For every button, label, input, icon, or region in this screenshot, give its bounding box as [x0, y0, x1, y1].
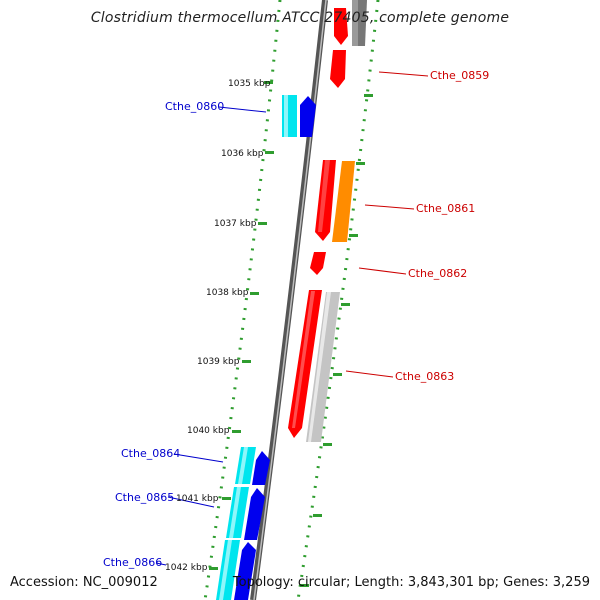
tick-1037 — [258, 222, 267, 225]
scale-ticks — [209, 81, 373, 587]
gene-label-cthe-0863[interactable]: Cthe_0863 — [395, 370, 454, 383]
tick-1036 — [265, 151, 274, 154]
tick-right-3 — [349, 234, 358, 237]
tick-1039 — [242, 360, 251, 363]
scale-label-1042: 1042 kbp — [165, 563, 208, 573]
gene-cthe-0865-cyan-highlight — [229, 487, 241, 538]
tick-1035 — [264, 81, 273, 84]
scale-label-1038: 1038 kbp — [206, 288, 249, 298]
connector-cthe-0866 — [155, 562, 167, 566]
gene-label-cthe-0864[interactable]: Cthe_0864 — [121, 447, 180, 460]
gene-cthe-0860-cyan-highlight — [284, 95, 288, 137]
gene-cthe-0866[interactable] — [234, 542, 256, 600]
tick-right-4 — [341, 303, 350, 306]
scale-label-1035: 1035 kbp — [228, 79, 271, 89]
gene-cthe-0863-highlight — [292, 291, 315, 428]
gene-cthe-0861-highlight — [318, 160, 330, 232]
gene-cthe-0863-gray-highlight — [308, 292, 331, 442]
tick-right-1 — [364, 94, 373, 97]
scale-label-1040: 1040 kbp — [187, 426, 230, 436]
tick-1038 — [250, 292, 259, 295]
gene-cthe-0865[interactable] — [244, 488, 265, 540]
topology-label: Topology: circular; Length: 3,843,301 bp… — [232, 575, 590, 590]
gene-label-cthe-0859[interactable]: Cthe_0859 — [430, 69, 489, 82]
gene-label-cthe-0862[interactable]: Cthe_0862 — [408, 267, 467, 280]
left-dotted-ring — [203, 0, 282, 600]
gene-top-gray-highlight — [352, 0, 358, 46]
connector-cthe-0864 — [173, 453, 224, 463]
page-title: Clostridium thermocellum ATCC 27405, com… — [90, 10, 510, 26]
scale-label-1041: 1041 kbp — [176, 494, 219, 504]
tick-1041 — [222, 497, 231, 500]
gene-cthe-0861-orange[interactable] — [332, 161, 355, 242]
scale-label-1037: 1037 kbp — [214, 219, 257, 229]
scale-label-1036: 1036 kbp — [221, 149, 264, 159]
gene-cthe-0860[interactable] — [300, 96, 316, 137]
tick-right-8 — [300, 584, 309, 587]
accession-label: Accession: NC_009012 — [10, 575, 158, 590]
gene-cthe-0862[interactable] — [310, 252, 326, 275]
gene-label-cthe-0861[interactable]: Cthe_0861 — [416, 202, 475, 215]
tick-1042 — [209, 567, 218, 570]
connector-cthe-0859 — [378, 71, 429, 77]
gene-label-cthe-0860[interactable]: Cthe_0860 — [165, 100, 224, 113]
connector-cthe-0860 — [218, 106, 267, 113]
tick-1040 — [232, 430, 241, 433]
connector-cthe-0861 — [364, 204, 415, 210]
connector-cthe-0862 — [358, 267, 407, 275]
gene-cthe-0866-cyan-highlight — [219, 540, 232, 600]
tick-right-7 — [313, 514, 322, 517]
tick-right-5 — [333, 373, 342, 376]
tick-right-2 — [356, 162, 365, 165]
genome-backbone-highlight — [253, 0, 327, 600]
gene-cthe-0859[interactable] — [330, 50, 346, 88]
genome-backbone — [250, 0, 328, 600]
connector-cthe-0865 — [167, 496, 215, 508]
scale-label-1039: 1039 kbp — [197, 357, 240, 367]
tick-right-6 — [323, 443, 332, 446]
connector-cthe-0863 — [345, 370, 394, 378]
right-dotted-ring — [296, 0, 380, 600]
gene-label-cthe-0866[interactable]: Cthe_0866 — [103, 556, 162, 569]
gene-top-red[interactable] — [334, 8, 348, 45]
gene-cthe-0864[interactable] — [252, 451, 270, 485]
gene-label-cthe-0865[interactable]: Cthe_0865 — [115, 491, 174, 504]
gene-cthe-0864-cyan-highlight — [238, 447, 248, 484]
